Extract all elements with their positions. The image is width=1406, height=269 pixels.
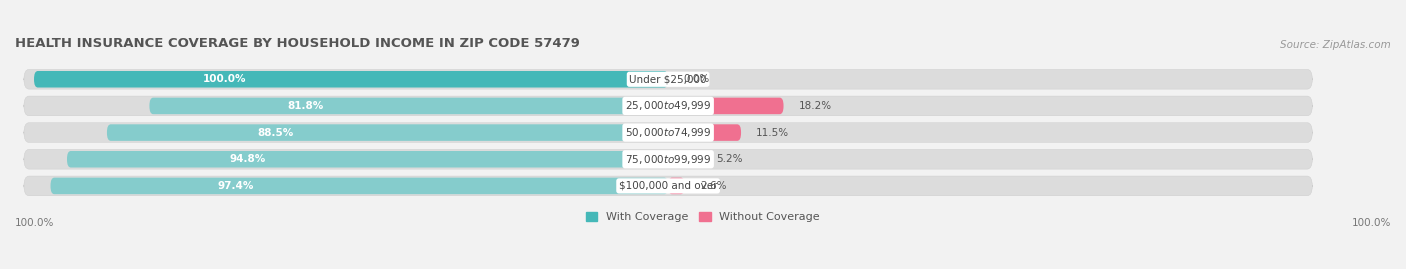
Text: 100.0%: 100.0% xyxy=(202,74,246,84)
Text: 11.5%: 11.5% xyxy=(756,128,789,137)
Text: 94.8%: 94.8% xyxy=(229,154,266,164)
Text: 18.2%: 18.2% xyxy=(799,101,832,111)
Text: 100.0%: 100.0% xyxy=(1351,218,1391,228)
FancyBboxPatch shape xyxy=(24,176,1312,196)
Legend: With Coverage, Without Coverage: With Coverage, Without Coverage xyxy=(586,212,820,222)
FancyBboxPatch shape xyxy=(34,71,668,87)
Text: $75,000 to $99,999: $75,000 to $99,999 xyxy=(624,153,711,166)
FancyBboxPatch shape xyxy=(668,98,783,114)
FancyBboxPatch shape xyxy=(51,178,668,194)
FancyBboxPatch shape xyxy=(24,123,1312,143)
FancyBboxPatch shape xyxy=(24,96,1312,116)
Text: 81.8%: 81.8% xyxy=(287,101,323,111)
FancyBboxPatch shape xyxy=(668,124,741,141)
Text: 0.0%: 0.0% xyxy=(683,74,710,84)
FancyBboxPatch shape xyxy=(668,178,685,194)
FancyBboxPatch shape xyxy=(67,151,668,168)
Text: $25,000 to $49,999: $25,000 to $49,999 xyxy=(624,100,711,112)
Text: $100,000 and over: $100,000 and over xyxy=(619,181,717,191)
Text: 100.0%: 100.0% xyxy=(15,218,55,228)
Text: 97.4%: 97.4% xyxy=(218,181,254,191)
Text: 5.2%: 5.2% xyxy=(716,154,742,164)
Text: 2.6%: 2.6% xyxy=(700,181,727,191)
Text: $50,000 to $74,999: $50,000 to $74,999 xyxy=(624,126,711,139)
FancyBboxPatch shape xyxy=(24,149,1312,169)
FancyBboxPatch shape xyxy=(107,124,668,141)
Text: Under $25,000: Under $25,000 xyxy=(630,74,707,84)
Text: Source: ZipAtlas.com: Source: ZipAtlas.com xyxy=(1281,40,1391,51)
FancyBboxPatch shape xyxy=(24,69,1312,89)
FancyBboxPatch shape xyxy=(149,98,668,114)
Text: 88.5%: 88.5% xyxy=(257,128,294,137)
Text: HEALTH INSURANCE COVERAGE BY HOUSEHOLD INCOME IN ZIP CODE 57479: HEALTH INSURANCE COVERAGE BY HOUSEHOLD I… xyxy=(15,37,579,51)
FancyBboxPatch shape xyxy=(668,151,702,168)
